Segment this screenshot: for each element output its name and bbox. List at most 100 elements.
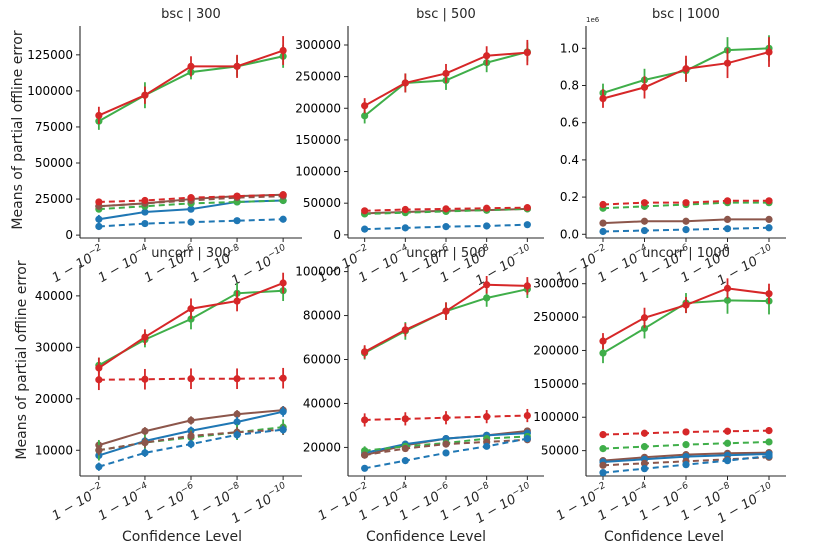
data-point: [523, 435, 531, 443]
y-tick-label: 250000: [533, 310, 579, 324]
data-point: [723, 284, 732, 292]
series-red-dashed: [361, 408, 531, 427]
data-point: [483, 281, 491, 289]
data-point: [401, 326, 409, 334]
panel-title: bsc | 1000: [652, 7, 720, 22]
series-red-dashed: [599, 197, 773, 209]
data-point: [233, 62, 241, 70]
y-tick-label: 20000: [35, 392, 73, 406]
data-point: [765, 224, 773, 232]
data-point: [442, 205, 450, 213]
series-red-solid: [95, 272, 287, 379]
data-point: [640, 199, 649, 207]
data-point: [723, 296, 732, 304]
series-green-solid: [95, 280, 287, 374]
data-point: [95, 446, 103, 454]
data-point: [187, 440, 195, 448]
data-point: [640, 465, 649, 473]
data-point: [483, 413, 491, 421]
data-point: [442, 223, 450, 231]
data-point: [599, 349, 607, 357]
y-tick-label: 50000: [303, 196, 341, 210]
panel-4: uncorr | 300 10000 20000 30000 40000 1 − 10−2…: [35, 246, 302, 527]
data-point: [483, 294, 491, 302]
data-point: [483, 204, 491, 212]
series-red-solid: [361, 39, 531, 114]
series-red-dashed: [95, 191, 287, 206]
data-point: [279, 46, 287, 55]
data-point: [279, 279, 287, 287]
y-exponent-label: 1e6: [586, 16, 600, 24]
data-point: [640, 324, 649, 333]
y-tick-label: 0: [65, 228, 73, 242]
series-blue-dashed: [361, 221, 531, 233]
data-point: [640, 226, 649, 235]
data-point: [523, 282, 531, 290]
data-point: [187, 432, 195, 440]
panel-title: bsc | 300: [161, 7, 221, 22]
data-point: [279, 374, 287, 382]
data-point: [187, 416, 195, 425]
svg-text:1 − 10−4: 1 − 10−4: [95, 243, 153, 286]
data-point: [401, 415, 409, 423]
y-tick-label: 300000: [295, 38, 341, 52]
data-point: [95, 215, 103, 223]
x-tick-label: 1 − 10−4: [95, 243, 153, 286]
data-point: [233, 217, 241, 225]
data-point: [361, 102, 369, 110]
svg-text:1 − 10−4: 1 − 10−4: [95, 481, 153, 524]
data-point: [95, 198, 103, 206]
x-axis-label-left: Confidence Level: [122, 529, 242, 545]
data-point: [723, 59, 732, 67]
data-point: [187, 305, 195, 313]
data-point: [233, 431, 241, 439]
data-point: [523, 411, 531, 420]
y-tick-label: 50000: [541, 444, 579, 458]
x-axis-label-right: Confidence Level: [604, 529, 724, 545]
x-tick-label: 1 − 10−4: [95, 481, 153, 524]
y-tick-label: 40000: [35, 289, 73, 303]
data-point: [765, 197, 773, 205]
data-point: [187, 218, 195, 226]
series-red-solid: [599, 278, 773, 350]
data-point: [442, 307, 450, 315]
data-point: [640, 429, 649, 437]
data-point: [361, 225, 369, 233]
y-tick-label: 20000: [303, 440, 341, 454]
data-point: [442, 449, 450, 457]
data-point: [95, 376, 103, 384]
data-point: [233, 192, 241, 200]
y-tick-label: 25000: [35, 192, 73, 206]
data-point: [682, 441, 690, 449]
data-point: [765, 426, 773, 435]
data-point: [765, 438, 773, 446]
y-tick-label: 40000: [303, 396, 341, 410]
data-point: [141, 196, 149, 205]
data-point: [765, 48, 773, 56]
panel-6: uncorr | 1000 50000 100000 150000 200000 2500…: [533, 246, 786, 527]
svg-text:1 − 10−2: 1 − 10−2: [49, 481, 107, 524]
data-point: [141, 449, 149, 457]
data-point: [640, 443, 649, 451]
data-point: [141, 375, 149, 383]
data-point: [599, 431, 607, 439]
data-point: [141, 208, 149, 216]
y-tick-label: 30000: [35, 340, 73, 354]
data-point: [682, 199, 690, 207]
data-point: [95, 111, 103, 120]
y-tick-label: 0.4: [560, 153, 579, 167]
data-point: [442, 414, 450, 422]
data-point: [401, 224, 409, 232]
data-point: [141, 333, 149, 341]
data-point: [723, 457, 732, 465]
svg-text:1 − 10−2: 1 − 10−2: [49, 243, 107, 286]
data-point: [442, 440, 450, 448]
data-point: [279, 215, 287, 223]
x-tick-label: 1 − 10−2: [49, 481, 107, 524]
data-point: [723, 225, 732, 233]
data-point: [682, 217, 690, 225]
data-point: [361, 112, 369, 120]
data-point: [483, 222, 491, 230]
data-point: [682, 226, 690, 234]
